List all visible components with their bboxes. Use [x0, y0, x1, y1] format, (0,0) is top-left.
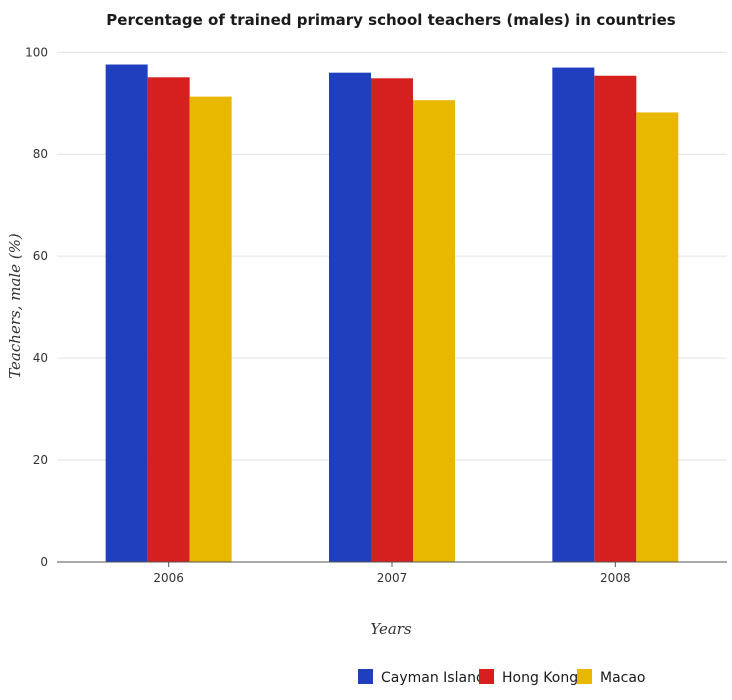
y-tick-label: 0	[40, 555, 48, 569]
y-tick-label: 40	[33, 351, 48, 365]
bar-hong-kong-2006	[147, 77, 190, 562]
y-tick-label: 20	[33, 453, 48, 467]
x-tick-label: 2006	[153, 571, 184, 585]
y-axis-label: Teachers, male (%)	[6, 233, 24, 379]
legend: Cayman Islands Hong Kong Macao	[358, 669, 646, 686]
bar-hong-kong-2007	[371, 78, 413, 562]
y-tick-label: 100	[25, 45, 48, 59]
legend-swatch	[577, 669, 592, 684]
bar-macao-2006	[189, 96, 232, 562]
x-axis-label: Years	[370, 620, 412, 638]
bar-cayman-islands-2008	[552, 67, 595, 563]
y-axis-ticks: 0 20 40 60 80 100	[25, 45, 48, 569]
y-tick-label: 60	[33, 249, 48, 263]
x-axis-ticks: 2006 2007 2008	[57, 561, 727, 585]
bar-hong-kong-2008	[594, 75, 637, 563]
bar-macao-2008	[636, 112, 679, 562]
bars	[105, 64, 679, 563]
legend-label: Macao	[600, 670, 646, 686]
x-tick-label: 2008	[600, 571, 631, 585]
bar-macao-2007	[413, 100, 455, 562]
legend-label: Hong Kong	[502, 670, 578, 686]
legend-label: Cayman Islands	[381, 670, 492, 686]
bar-cayman-islands-2006	[105, 64, 148, 563]
x-tick-label: 2007	[377, 571, 408, 585]
legend-swatch	[358, 669, 373, 684]
bar-cayman-islands-2007	[329, 72, 371, 562]
legend-swatch	[479, 669, 494, 684]
y-tick-label: 80	[33, 147, 48, 161]
chart-title: Percentage of trained primary school tea…	[106, 11, 675, 29]
